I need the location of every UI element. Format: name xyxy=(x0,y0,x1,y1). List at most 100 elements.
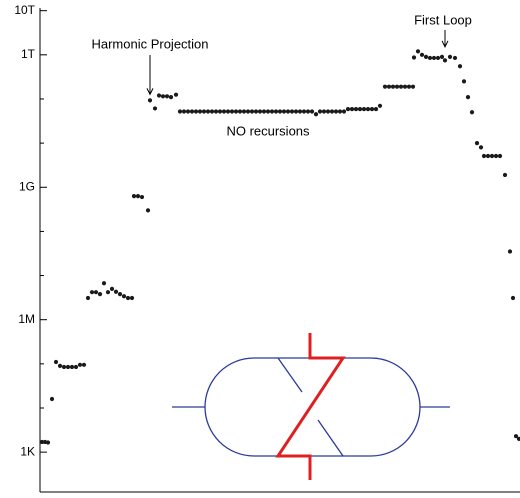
arrow-head xyxy=(441,40,449,48)
point xyxy=(221,109,227,114)
point xyxy=(497,153,503,159)
point xyxy=(474,141,480,146)
point xyxy=(131,194,137,199)
point xyxy=(77,362,83,367)
point xyxy=(233,109,239,114)
point xyxy=(152,106,158,111)
point xyxy=(113,289,119,294)
point xyxy=(269,109,275,114)
point xyxy=(145,208,151,213)
point xyxy=(156,93,162,98)
point xyxy=(481,153,487,159)
point xyxy=(164,94,170,99)
point xyxy=(452,55,458,61)
cross-line xyxy=(317,419,344,457)
point xyxy=(461,79,467,84)
point xyxy=(317,109,323,114)
point xyxy=(427,55,433,61)
point xyxy=(410,84,416,89)
point xyxy=(361,106,367,112)
point xyxy=(189,109,195,114)
point xyxy=(285,109,291,114)
point xyxy=(365,106,371,112)
point xyxy=(478,145,484,150)
point xyxy=(394,84,400,89)
point xyxy=(406,84,412,89)
point xyxy=(373,106,379,112)
point xyxy=(69,364,75,370)
point xyxy=(431,55,437,61)
cross-line xyxy=(277,357,303,393)
point xyxy=(129,295,135,301)
point xyxy=(305,109,311,114)
point xyxy=(377,103,383,108)
point xyxy=(261,109,267,114)
point xyxy=(423,54,429,59)
point xyxy=(49,396,55,402)
point xyxy=(447,54,453,59)
point xyxy=(105,290,111,295)
point xyxy=(349,106,355,112)
point xyxy=(516,436,520,441)
point xyxy=(469,110,475,115)
point xyxy=(177,109,183,114)
circuit-diagram xyxy=(172,333,450,480)
point xyxy=(277,109,283,114)
point xyxy=(489,153,495,159)
point xyxy=(493,153,499,159)
point xyxy=(181,109,187,114)
point xyxy=(135,194,141,199)
point xyxy=(465,95,471,100)
annotation: Harmonic Projection xyxy=(91,36,208,51)
point xyxy=(333,109,339,114)
y-tick-label: 1M xyxy=(18,312,35,326)
y-tick-label: 1K xyxy=(20,444,35,458)
point xyxy=(147,98,153,103)
point xyxy=(241,109,247,114)
point xyxy=(193,109,199,114)
point xyxy=(117,292,123,297)
point xyxy=(205,109,211,114)
point xyxy=(341,109,347,114)
point xyxy=(297,109,303,114)
point xyxy=(89,290,95,295)
point xyxy=(249,109,255,114)
point xyxy=(209,109,215,114)
point xyxy=(357,106,363,112)
point xyxy=(415,49,421,54)
point xyxy=(457,64,463,69)
point xyxy=(309,109,315,114)
point xyxy=(419,52,425,57)
point xyxy=(313,112,319,117)
point xyxy=(121,294,127,299)
point xyxy=(201,109,207,114)
point xyxy=(386,84,392,89)
point xyxy=(273,109,279,114)
point xyxy=(382,84,388,89)
point xyxy=(229,109,235,114)
point xyxy=(411,55,417,60)
point xyxy=(245,109,251,114)
point xyxy=(217,109,223,114)
point xyxy=(325,109,331,114)
point xyxy=(85,295,91,301)
point xyxy=(265,109,271,114)
point xyxy=(281,109,287,114)
point xyxy=(513,434,519,439)
point xyxy=(57,363,63,368)
point xyxy=(197,109,203,114)
point xyxy=(257,109,263,114)
point xyxy=(439,54,445,59)
point xyxy=(507,249,513,254)
point xyxy=(45,440,51,445)
point xyxy=(321,109,327,114)
point xyxy=(237,109,243,114)
point xyxy=(329,109,335,114)
point xyxy=(97,292,103,297)
point xyxy=(125,295,131,301)
arrow-head xyxy=(146,88,154,96)
point xyxy=(345,106,351,112)
point xyxy=(301,109,307,114)
point xyxy=(93,290,99,295)
point xyxy=(213,109,219,114)
